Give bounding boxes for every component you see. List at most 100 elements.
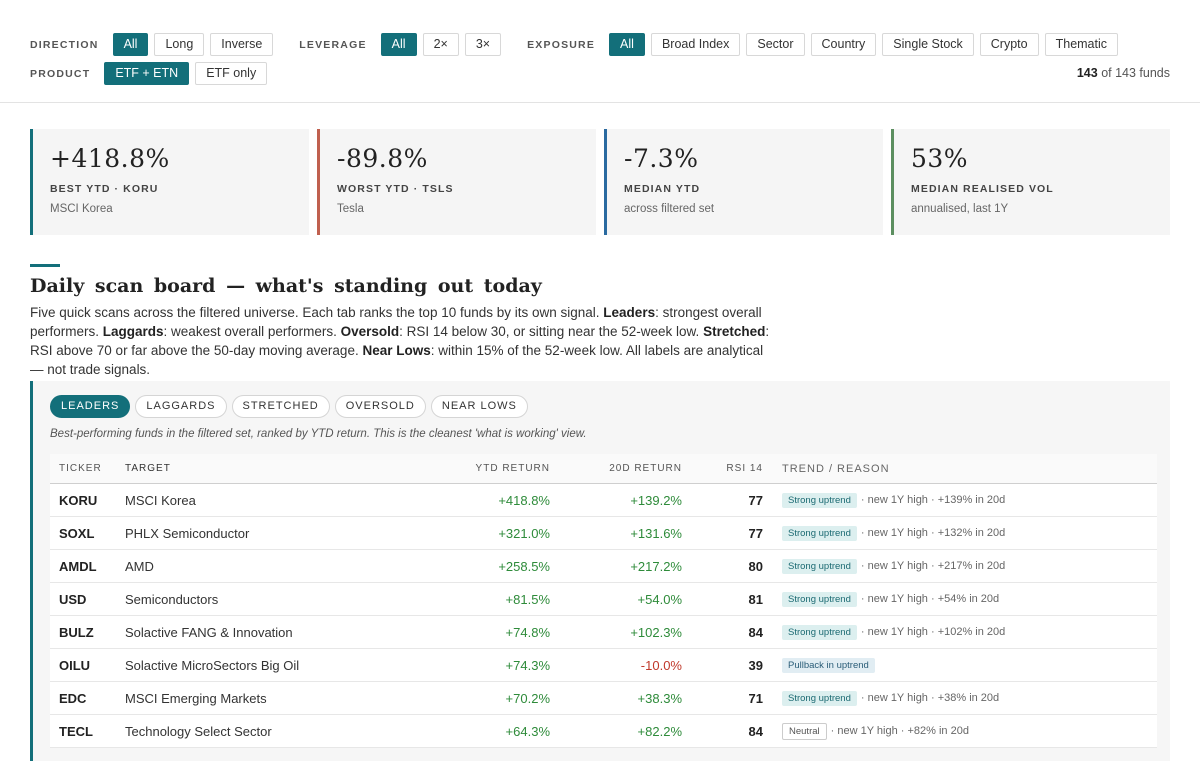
best-ytd-card: +418.8% BEST YTD · KORU MSCI Korea	[30, 129, 309, 235]
20d-return-cell: +139.2%	[630, 492, 682, 508]
20d-return-cell: +82.2%	[637, 723, 682, 739]
tab-laggards[interactable]: LAGGARDS	[135, 395, 227, 418]
tab-near-lows[interactable]: NEAR LOWS	[430, 395, 528, 418]
scan-board: LEADERS LAGGARDS STRETCHED OVERSOLD NEAR…	[30, 381, 1170, 761]
exposure-filter: EXPOSURE All Broad Index Sector Country …	[527, 33, 1124, 56]
section-title: Daily scan board — what's standing out t…	[30, 275, 542, 297]
card-subtext: MSCI Korea	[50, 203, 113, 215]
target-cell: Semiconductors	[125, 591, 219, 607]
ytd-return-cell: +74.3%	[505, 657, 550, 673]
table-row[interactable]: BULZ Solactive FANG & Innovation +74.8% +10…	[50, 616, 1157, 649]
product-etf-etn-chip[interactable]: ETF + ETN	[104, 62, 190, 85]
direction-inverse-chip[interactable]: Inverse	[210, 33, 274, 56]
trend-reason: · new 1Y high · +139% in 20d	[860, 494, 1006, 506]
trend-reason: · new 1Y high · +38% in 20d	[860, 692, 1000, 704]
leverage-all-chip[interactable]: All	[380, 33, 417, 56]
card-subtext: Tesla	[337, 203, 364, 215]
product-etf-only-chip[interactable]: ETF only	[195, 62, 268, 85]
ticker-cell[interactable]: EDC	[59, 690, 87, 706]
trend-reason: · new 1Y high · +132% in 20d	[860, 527, 1006, 539]
trend-badge: Strong uptrend	[782, 492, 857, 508]
rsi-cell: 77	[748, 525, 763, 541]
direction-filter: DIRECTION All Long Inverse	[30, 33, 279, 56]
tab-description: Best-performing funds in the filtered se…	[50, 428, 587, 440]
ticker-cell[interactable]: KORU	[59, 492, 98, 508]
card-value: 53%	[911, 144, 969, 173]
trend-badge: Strong uptrend	[782, 591, 857, 607]
exposure-broad-index-chip[interactable]: Broad Index	[650, 33, 741, 56]
ytd-return-cell: +258.5%	[498, 558, 550, 574]
tab-oversold[interactable]: OVERSOLD	[334, 395, 426, 418]
20d-return-cell: +102.3%	[630, 624, 682, 640]
target-cell: Technology Select Sector	[125, 723, 272, 739]
rsi-cell: 77	[748, 492, 763, 508]
col-header-ticker[interactable]: TICKER	[59, 463, 102, 474]
ticker-cell[interactable]: SOXL	[59, 525, 95, 541]
target-cell: Solactive FANG & Innovation	[125, 624, 293, 640]
table-row[interactable]: OILU Solactive MicroSectors Big Oil +74.3%…	[50, 649, 1157, 682]
trend-cell: Strong uptrend · new 1Y high · +132% in 2…	[763, 525, 1157, 541]
table-header: TICKER TARGET YTD RETURN 20D RETURN RSI …	[50, 454, 1157, 484]
table-row[interactable]: KORU MSCI Korea +418.8% +139.2% 77 Strong upt…	[50, 484, 1157, 517]
exposure-single-stock-chip[interactable]: Single Stock	[882, 33, 974, 56]
table-row[interactable]: SOXL PHLX Semiconductor +321.0% +131.6% 77 St…	[50, 517, 1157, 550]
ticker-cell[interactable]: TECL	[59, 723, 93, 739]
table-row[interactable]: EDC MSCI Emerging Markets +70.2% +38.3% 71 St…	[50, 682, 1157, 715]
target-cell: MSCI Korea	[125, 492, 196, 508]
leverage-2x-chip[interactable]: 2×	[422, 33, 459, 56]
description-text: Five quick scans across the filtered uni…	[30, 305, 604, 320]
ytd-return-cell: +74.8%	[505, 624, 550, 640]
table-row[interactable]: AMDL AMD +258.5% +217.2% 80 Strong uptrend · n…	[50, 550, 1157, 583]
ticker-cell[interactable]: AMDL	[59, 558, 97, 574]
card-value: +418.8%	[50, 144, 170, 173]
direction-long-chip[interactable]: Long	[154, 33, 205, 56]
exposure-thematic-chip[interactable]: Thematic	[1044, 33, 1119, 56]
table-row[interactable]: USD Semiconductors +81.5% +54.0% 81 Strong up…	[50, 583, 1157, 616]
col-header-ytd-return[interactable]: YTD RETURN	[475, 463, 550, 474]
target-cell: Solactive MicroSectors Big Oil	[125, 657, 300, 673]
col-header-target[interactable]: TARGET	[125, 463, 171, 474]
summary-cards: +418.8% BEST YTD · KORU MSCI Korea -89.8…	[30, 129, 1170, 235]
rsi-cell: 84	[748, 723, 763, 739]
ticker-cell[interactable]: OILU	[59, 657, 91, 673]
trend-reason: · new 1Y high · +102% in 20d	[860, 626, 1006, 638]
direction-label: DIRECTION	[30, 38, 99, 51]
ticker-cell[interactable]: BULZ	[59, 624, 94, 640]
tab-stretched[interactable]: STRETCHED	[231, 395, 330, 418]
trend-cell: Strong uptrend · new 1Y high · +38% in 20…	[763, 690, 1157, 706]
trend-badge: Strong uptrend	[782, 690, 857, 706]
table-row[interactable]: TECL Technology Select Sector +64.3% +82.2%…	[50, 715, 1157, 748]
card-label: BEST YTD · KORU	[50, 183, 159, 195]
rsi-cell: 81	[748, 591, 763, 607]
direction-all-chip[interactable]: All	[112, 33, 149, 56]
exposure-sector-chip[interactable]: Sector	[746, 33, 805, 56]
fund-count: 143 of 143 funds	[1077, 66, 1170, 80]
description-text: : RSI 14 below 30, or sitting near the 5…	[399, 324, 704, 339]
leverage-filter: LEVERAGE All 2× 3×	[299, 33, 507, 56]
ytd-return-cell: +418.8%	[498, 492, 550, 508]
tab-leaders[interactable]: LEADERS	[50, 395, 131, 418]
ticker-cell[interactable]: USD	[59, 591, 87, 607]
trend-cell: Strong uptrend · new 1Y high · +139% in 2…	[763, 492, 1157, 508]
exposure-country-chip[interactable]: Country	[810, 33, 877, 56]
description-text: : weakest overall performers.	[163, 324, 341, 339]
20d-return-cell: +217.2%	[630, 558, 682, 574]
median-vol-card: 53% MEDIAN REALISED VOL annualised, last…	[891, 129, 1170, 235]
exposure-all-chip[interactable]: All	[609, 33, 645, 56]
description-term: Laggards	[102, 324, 164, 339]
table-body: KORU MSCI Korea +418.8% +139.2% 77 Strong upt…	[50, 484, 1157, 748]
leverage-label: LEVERAGE	[299, 38, 367, 51]
col-header-20d-return[interactable]: 20D RETURN	[609, 463, 682, 474]
card-label: WORST YTD · TSLS	[337, 183, 454, 195]
rsi-cell: 84	[748, 624, 763, 640]
col-header-rsi[interactable]: RSI 14	[726, 463, 763, 474]
worst-ytd-card: -89.8% WORST YTD · TSLS Tesla	[317, 129, 596, 235]
trend-cell: Strong uptrend · new 1Y high · +102% in 2…	[763, 624, 1157, 640]
trend-reason: · new 1Y high · +217% in 20d	[860, 560, 1006, 572]
product-label: PRODUCT	[30, 67, 91, 80]
exposure-crypto-chip[interactable]: Crypto	[979, 33, 1039, 56]
leverage-3x-chip[interactable]: 3×	[464, 33, 502, 56]
trend-cell: Strong uptrend · new 1Y high · +54% in 20…	[763, 591, 1157, 607]
filter-row-product: PRODUCT ETF + ETN ETF only	[30, 62, 293, 85]
card-subtext: annualised, last 1Y	[911, 203, 1009, 215]
